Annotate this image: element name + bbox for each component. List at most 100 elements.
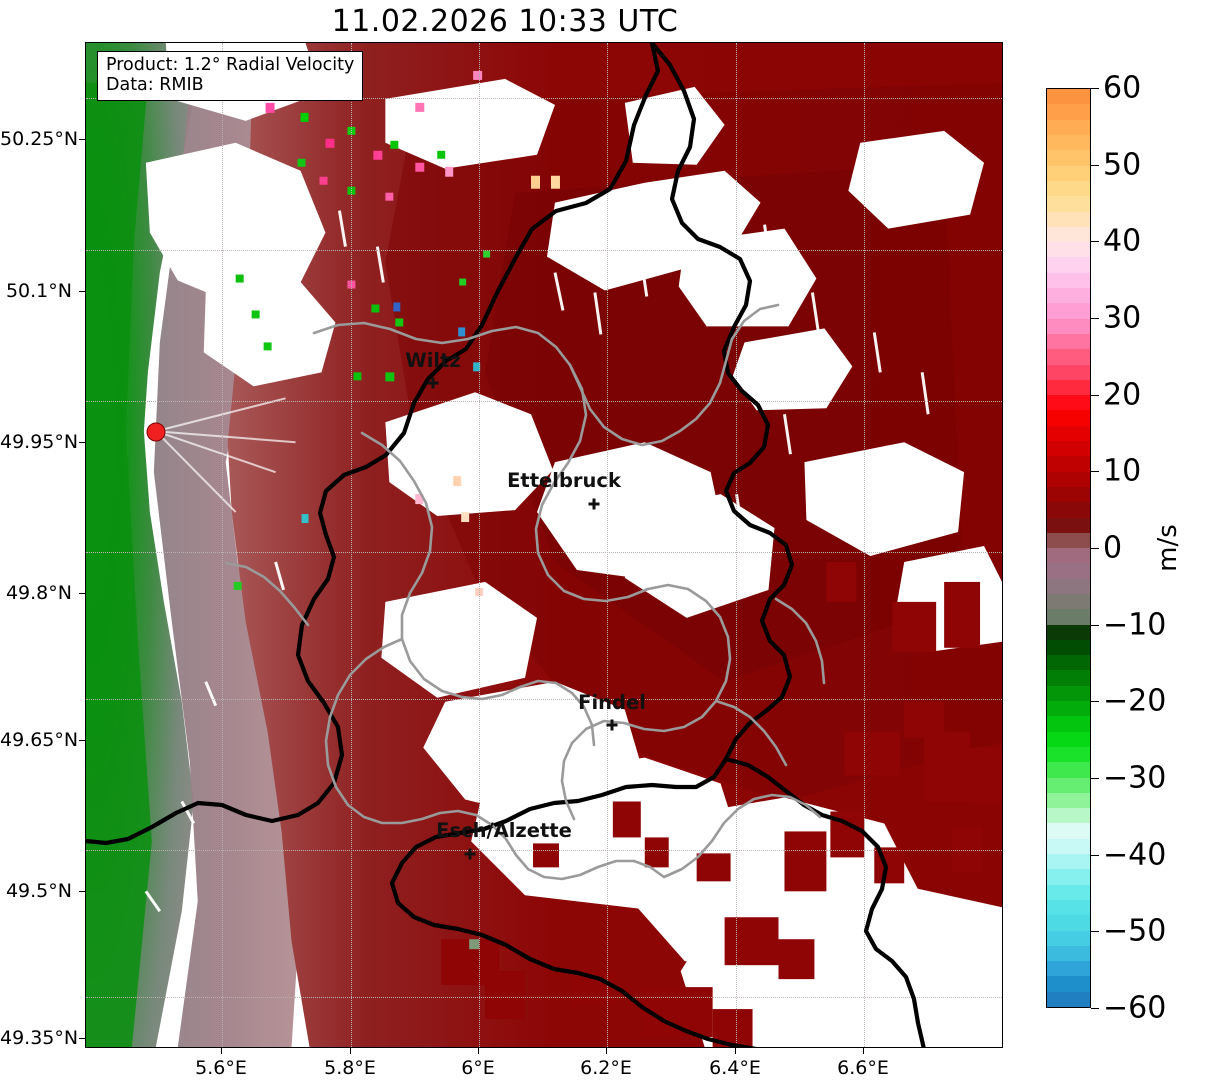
- colorbar-band-23: [1047, 640, 1090, 655]
- colorbar-tick: [1091, 165, 1099, 166]
- colorbar-band-0: [1047, 992, 1090, 1007]
- colorbar-band-3: [1047, 946, 1090, 961]
- y-tick-label: 50.25°N: [0, 128, 72, 150]
- y-tick-label: 50.1°N: [0, 280, 72, 302]
- city-marker-ettelbruck: [589, 499, 600, 510]
- page-title: 11.02.2026 10:33 UTC: [0, 4, 1010, 39]
- colorbar-band-47: [1047, 273, 1090, 288]
- colorbar-band-56: [1047, 135, 1090, 150]
- colorbar-band-51: [1047, 212, 1090, 227]
- colorbar-band-32: [1047, 502, 1090, 517]
- info-data-line: Data: RMIB: [106, 75, 354, 95]
- colorbar[interactable]: [1046, 88, 1091, 1008]
- colorbar-band-27: [1047, 579, 1090, 594]
- x-tick-label: 6.4°E: [709, 1057, 761, 1079]
- colorbar-band-52: [1047, 196, 1090, 211]
- colorbar-tick-label: 0: [1103, 531, 1122, 566]
- colorbar-band-36: [1047, 441, 1090, 456]
- colorbar-band-5: [1047, 915, 1090, 930]
- colorbar-band-42: [1047, 349, 1090, 364]
- colorbar-band-28: [1047, 563, 1090, 578]
- colorbar-tick-label: −30: [1103, 761, 1166, 796]
- colorbar-title: m/s: [1153, 524, 1183, 572]
- colorbar-band-26: [1047, 594, 1090, 609]
- colorbar-band-49: [1047, 242, 1090, 257]
- colorbar-tick: [1091, 471, 1099, 472]
- colorbar-band-15: [1047, 762, 1090, 777]
- colorbar-band-30: [1047, 533, 1090, 548]
- colorbar-band-33: [1047, 487, 1090, 502]
- city-label-wiltz: Wiltz: [405, 349, 461, 372]
- y-tick-label: 49.95°N: [0, 431, 72, 453]
- colorbar-band-9: [1047, 854, 1090, 869]
- colorbar-band-17: [1047, 732, 1090, 747]
- colorbar-band-44: [1047, 319, 1090, 334]
- city-marker-findel: [607, 720, 618, 731]
- colorbar-tick-label: 20: [1103, 377, 1141, 412]
- radar-site-marker[interactable]: [147, 423, 166, 442]
- colorbar-band-7: [1047, 885, 1090, 900]
- colorbar-band-57: [1047, 120, 1090, 135]
- y-tick-label: 49.65°N: [0, 729, 72, 751]
- colorbar-band-22: [1047, 655, 1090, 670]
- x-tick-label: 6.2°E: [580, 1057, 632, 1079]
- colorbar-tick-label: 60: [1103, 71, 1141, 106]
- colorbar-band-6: [1047, 900, 1090, 915]
- colorbar-tick-label: −20: [1103, 684, 1166, 719]
- radar-map-plot[interactable]: Product: 1.2° Radial Velocity Data: RMIB…: [85, 42, 1003, 1048]
- colorbar-band-20: [1047, 686, 1090, 701]
- colorbar-band-39: [1047, 395, 1090, 410]
- colorbar-band-21: [1047, 670, 1090, 685]
- colorbar-tick: [1091, 241, 1099, 242]
- colorbar-band-13: [1047, 793, 1090, 808]
- x-tick-label: 5.6°E: [195, 1057, 247, 1079]
- colorbar-tick: [1091, 778, 1099, 779]
- colorbar-band-54: [1047, 166, 1090, 181]
- colorbar-band-46: [1047, 288, 1090, 303]
- colorbar-band-12: [1047, 808, 1090, 823]
- colorbar-band-24: [1047, 625, 1090, 640]
- colorbar-band-1: [1047, 976, 1090, 991]
- city-label-ettelbruck: Ettelbruck: [507, 469, 621, 492]
- x-tick: [478, 1048, 479, 1054]
- colorbar-band-38: [1047, 410, 1090, 425]
- colorbar-band-40: [1047, 380, 1090, 395]
- colorbar-band-41: [1047, 365, 1090, 380]
- colorbar-band-53: [1047, 181, 1090, 196]
- y-tick-label: 49.8°N: [0, 582, 72, 604]
- x-tick: [863, 1048, 864, 1054]
- city-marker-esch-alzette: [465, 849, 476, 860]
- y-tick-label: 49.35°N: [0, 1027, 72, 1049]
- colorbar-tick: [1091, 548, 1099, 549]
- colorbar-tick-label: 40: [1103, 224, 1141, 259]
- x-tick-label: 5.8°E: [324, 1057, 376, 1079]
- colorbar-tick-label: −50: [1103, 914, 1166, 949]
- colorbar-band-29: [1047, 548, 1090, 563]
- colorbar-band-14: [1047, 778, 1090, 793]
- info-product-line: Product: 1.2° Radial Velocity: [106, 55, 354, 75]
- colorbar-band-11: [1047, 823, 1090, 838]
- x-tick-label: 6°E: [461, 1057, 495, 1079]
- colorbar-tick: [1091, 1008, 1099, 1009]
- map-borders-overlay: [86, 43, 1003, 1048]
- x-tick: [350, 1048, 351, 1054]
- colorbar-tick-label: 10: [1103, 454, 1141, 489]
- city-label-esch-alzette: Esch/Alzette: [436, 819, 572, 842]
- colorbar-band-45: [1047, 303, 1090, 318]
- x-tick: [221, 1048, 222, 1054]
- colorbar-band-59: [1047, 89, 1090, 104]
- info-box: Product: 1.2° Radial Velocity Data: RMIB: [97, 51, 363, 101]
- colorbar-tick: [1091, 701, 1099, 702]
- colorbar-tick: [1091, 625, 1099, 626]
- colorbar-tick: [1091, 88, 1099, 89]
- colorbar-band-4: [1047, 931, 1090, 946]
- colorbar-band-43: [1047, 334, 1090, 349]
- colorbar-tick-label: −60: [1103, 991, 1166, 1026]
- y-tick-label: 49.5°N: [0, 880, 72, 902]
- colorbar-band-35: [1047, 456, 1090, 471]
- colorbar-tick-label: −10: [1103, 607, 1166, 642]
- colorbar-band-18: [1047, 716, 1090, 731]
- colorbar-tick: [1091, 855, 1099, 856]
- colorbar-band-10: [1047, 839, 1090, 854]
- colorbar-tick-label: 30: [1103, 301, 1141, 336]
